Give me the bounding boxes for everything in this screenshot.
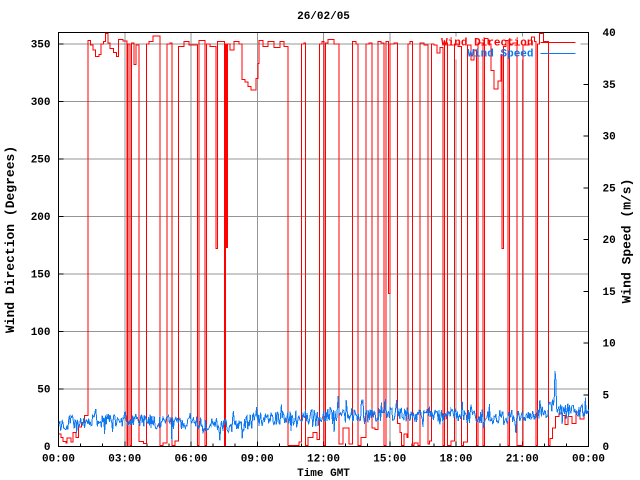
svg-text:0: 0 bbox=[603, 442, 610, 454]
svg-text:40: 40 bbox=[603, 28, 616, 40]
svg-text:03:00: 03:00 bbox=[108, 454, 141, 466]
svg-text:20: 20 bbox=[603, 235, 616, 247]
svg-text:Wind Direction (Degrees): Wind Direction (Degrees) bbox=[3, 146, 18, 333]
svg-text:Time GMT: Time GMT bbox=[297, 468, 350, 480]
svg-text:10: 10 bbox=[603, 339, 616, 351]
svg-text:50: 50 bbox=[37, 385, 50, 397]
svg-text:26/02/05: 26/02/05 bbox=[297, 11, 350, 23]
svg-text:15:00: 15:00 bbox=[373, 454, 406, 466]
svg-text:30: 30 bbox=[603, 132, 616, 144]
svg-text:Wind Direction: Wind Direction bbox=[441, 38, 533, 50]
svg-text:Wind Speed: Wind Speed bbox=[467, 49, 533, 61]
svg-text:100: 100 bbox=[31, 327, 51, 339]
svg-text:300: 300 bbox=[31, 97, 51, 109]
svg-text:150: 150 bbox=[31, 270, 51, 282]
svg-text:09:00: 09:00 bbox=[241, 454, 274, 466]
svg-text:15: 15 bbox=[603, 287, 617, 299]
svg-text:18:00: 18:00 bbox=[439, 454, 472, 466]
svg-text:350: 350 bbox=[31, 40, 51, 52]
svg-text:250: 250 bbox=[31, 155, 51, 167]
svg-text:35: 35 bbox=[603, 80, 617, 92]
svg-text:00:00: 00:00 bbox=[572, 454, 605, 466]
svg-text:0: 0 bbox=[44, 442, 51, 454]
svg-text:06:00: 06:00 bbox=[174, 454, 207, 466]
svg-text:12:00: 12:00 bbox=[307, 454, 340, 466]
svg-text:00:00: 00:00 bbox=[42, 454, 75, 466]
svg-text:Wind Speed (m/s): Wind Speed (m/s) bbox=[620, 179, 635, 304]
svg-text:25: 25 bbox=[603, 183, 617, 195]
svg-text:200: 200 bbox=[31, 212, 51, 224]
svg-text:21:00: 21:00 bbox=[506, 454, 539, 466]
svg-text:5: 5 bbox=[603, 390, 610, 402]
